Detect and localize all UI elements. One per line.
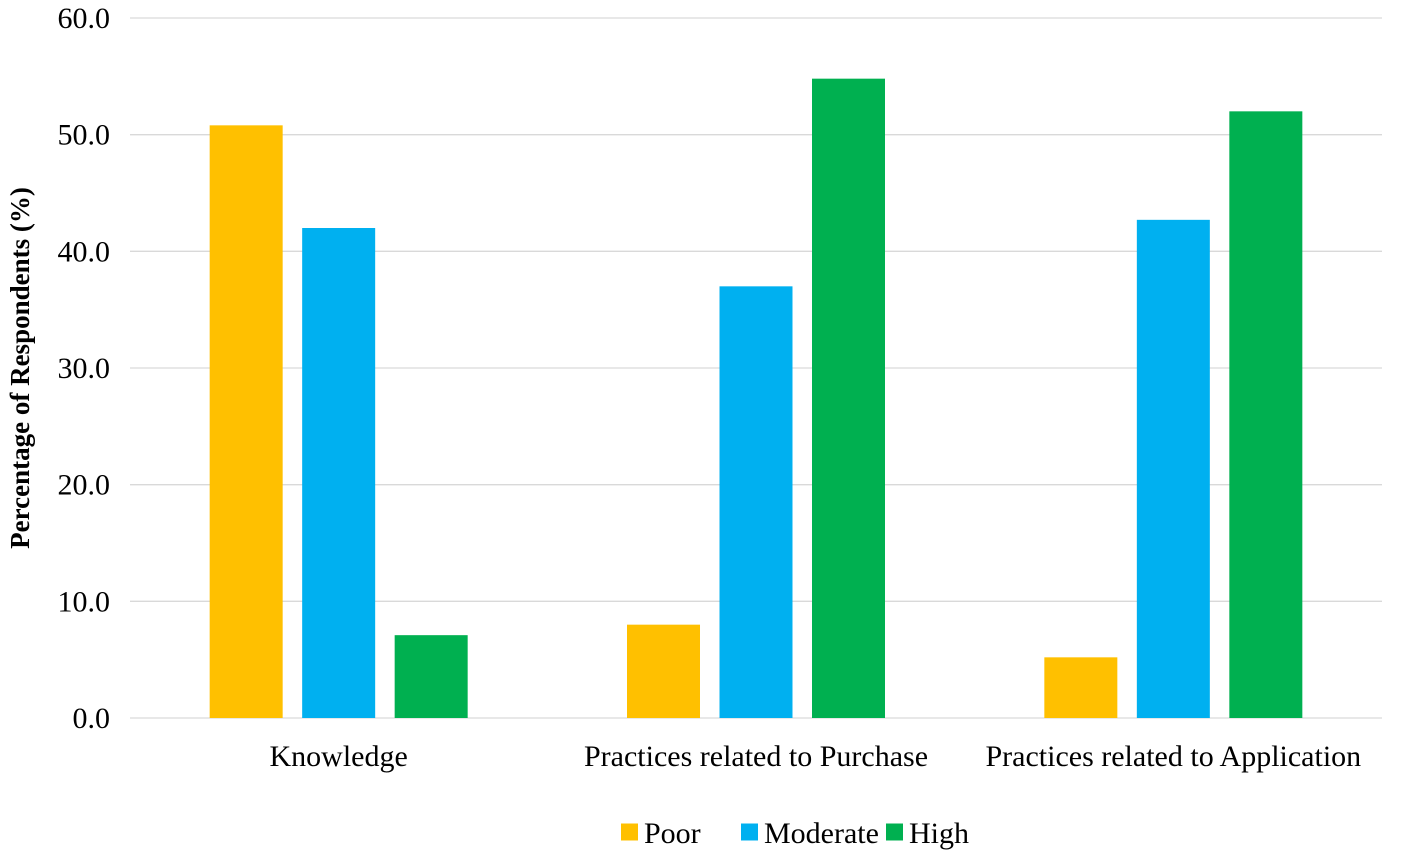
legend-label-high: High: [909, 817, 969, 850]
legend-label-moderate: Moderate: [764, 817, 879, 850]
x-category-label: Practices related to Purchase: [584, 740, 928, 773]
bar-poor-3: [1044, 657, 1118, 718]
y-tick-label: 50.0: [58, 119, 111, 152]
y-tick-label: 0.0: [73, 702, 111, 735]
x-category-label: Knowledge: [270, 740, 408, 773]
legend: Poor Moderate High: [621, 817, 969, 850]
bars: [209, 78, 1303, 719]
bar-high-2: [812, 78, 885, 718]
bar-moderate-1: [302, 228, 376, 718]
x-category-label: Practices related to Application: [985, 740, 1361, 773]
y-tick-label: 40.0: [58, 235, 111, 268]
legend-swatch-high: [886, 823, 903, 841]
y-tick-label: 30.0: [58, 352, 111, 385]
y-axis-title: Percentage of Respondents (%): [5, 187, 35, 549]
legend-swatch-poor: [621, 823, 638, 841]
bar-high-1: [394, 635, 468, 718]
bar-poor-1: [209, 125, 283, 719]
bar-poor-2: [627, 624, 700, 718]
legend-swatch-moderate: [741, 823, 758, 841]
legend-label-poor: Poor: [644, 817, 701, 850]
y-tick-label: 10.0: [58, 585, 111, 618]
bar-high-3: [1229, 111, 1303, 719]
bar-moderate-2: [719, 286, 793, 718]
bar-moderate-3: [1136, 219, 1210, 719]
y-tick-label: 60.0: [58, 2, 111, 35]
y-tick-label: 20.0: [58, 469, 111, 502]
y-tick-labels: 0.0 10.0 20.0 30.0 40.0 50.0 60.0: [58, 2, 111, 735]
x-category-labels: Knowledge Practices related to Purchase Pr…: [270, 740, 1362, 773]
